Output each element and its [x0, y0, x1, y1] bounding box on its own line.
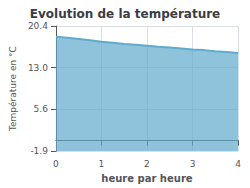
svg-text:3: 3 — [190, 159, 196, 169]
svg-text:13.0: 13.0 — [28, 63, 48, 73]
svg-text:Température en °C: Température en °C — [8, 46, 18, 132]
svg-text:20.4: 20.4 — [28, 21, 48, 31]
svg-text:heure par heure: heure par heure — [101, 173, 192, 184]
svg-text:1: 1 — [99, 159, 105, 169]
svg-text:Evolution de la température: Evolution de la température — [30, 7, 221, 21]
svg-text:2: 2 — [144, 159, 150, 169]
svg-text:0: 0 — [53, 159, 59, 169]
svg-text:4: 4 — [235, 159, 241, 169]
svg-text:-1.9: -1.9 — [30, 146, 48, 156]
svg-text:5.6: 5.6 — [34, 104, 49, 114]
